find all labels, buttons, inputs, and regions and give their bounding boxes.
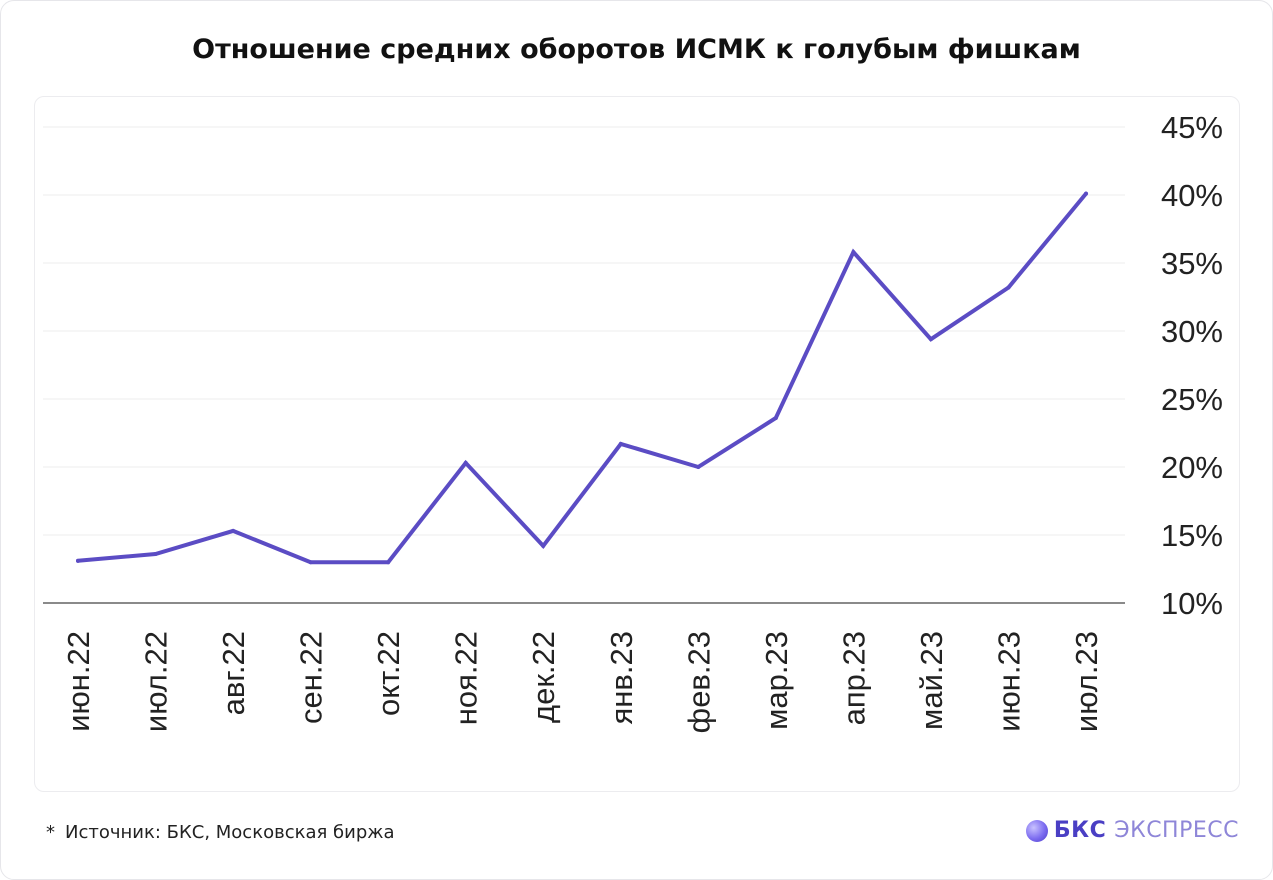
- brand-name-light: ЭКСПРЕСС: [1114, 818, 1239, 843]
- y-tick-label: 25%: [1161, 382, 1223, 417]
- y-tick-label: 15%: [1161, 518, 1223, 553]
- data-point: [463, 460, 468, 465]
- y-tick-label: 45%: [1161, 110, 1223, 145]
- x-tick-label: июн.23: [991, 631, 1026, 732]
- x-tick-label: апр.23: [836, 631, 871, 725]
- plot-area: 10% 15% 20% 25% 30% 35% 40% 45% июн.22 июл.22 авг.…: [34, 96, 1240, 792]
- data-point: [928, 337, 933, 342]
- source-note: * Источник: БКС, Московская биржа: [46, 822, 395, 843]
- x-tick-label: авг.22: [216, 631, 251, 715]
- brand-name-bold: БКС: [1053, 818, 1107, 843]
- x-tick-label: фев.23: [681, 631, 716, 733]
- chart-title: Отношение средних оборотов ИСМК к голубы…: [192, 34, 1081, 65]
- x-tick-label: окт.22: [371, 631, 406, 716]
- data-point: [773, 416, 778, 421]
- data-point: [1006, 285, 1011, 290]
- brand-logo: БКС ЭКСПРЕСС: [1025, 818, 1239, 843]
- footnote-marker: *: [46, 822, 55, 843]
- data-point: [153, 552, 158, 557]
- data-point: [618, 441, 623, 446]
- data-point: [1084, 191, 1088, 196]
- x-tick-label: дек.22: [526, 631, 561, 723]
- data-point: [386, 560, 391, 565]
- data-point: [541, 543, 546, 548]
- y-tick-label: 35%: [1161, 246, 1223, 281]
- y-tick-label: 10%: [1161, 586, 1223, 621]
- x-tick-label: сен.22: [294, 631, 329, 724]
- line-chart: 10% 15% 20% 25% 30% 35% 40% 45% июн.22 июл.22 авг.…: [43, 110, 1223, 733]
- data-point: [696, 465, 701, 469]
- data-point: [308, 560, 313, 565]
- x-tick-label: май.23: [914, 631, 949, 730]
- data-point: [76, 558, 80, 563]
- x-tick-label: июл.22: [139, 631, 174, 732]
- x-tick-label: июл.23: [1069, 631, 1104, 732]
- x-tick-label: ноя.22: [449, 631, 484, 725]
- series-line: [76, 191, 1088, 565]
- y-tick-label: 30%: [1161, 314, 1223, 349]
- x-tick-label: июн.22: [61, 631, 96, 732]
- bcs-logo-icon: [1025, 819, 1048, 842]
- x-tick-label: янв.23: [604, 631, 639, 724]
- source-text: Источник: БКС, Московская биржа: [65, 822, 395, 843]
- y-tick-label: 20%: [1161, 450, 1223, 485]
- x-tick-label: мар.23: [759, 631, 794, 730]
- y-tick-label: 40%: [1161, 178, 1223, 213]
- data-point: [231, 528, 236, 533]
- data-point: [851, 250, 856, 255]
